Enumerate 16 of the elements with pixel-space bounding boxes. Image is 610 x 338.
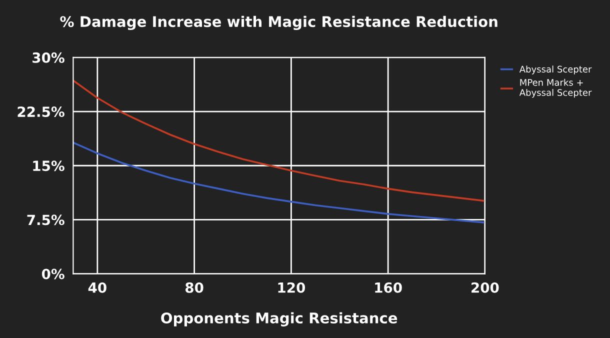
y-tick-label: 30% (32, 52, 64, 63)
x-tick-label: 80 (185, 282, 204, 293)
y-tick-label: 7.5% (27, 214, 64, 226)
line-series (73, 80, 485, 202)
x-tick-label: 120 (278, 282, 306, 293)
y-tick-label: 15% (33, 160, 64, 172)
x-axis-title: Opponents Magic Resistance (161, 312, 398, 326)
y-tick-label: 22.5% (18, 106, 64, 118)
x-tick-label: 40 (88, 282, 106, 293)
legend-label: MPen Marks + Abyssal Scepter (519, 78, 592, 98)
chart-title: % Damage Increase with Magic Resistance Reduction (60, 16, 498, 30)
x-tick-label: 160 (375, 282, 402, 293)
x-tick-label: 200 (472, 282, 499, 293)
line-series (73, 142, 485, 224)
legend-label: Abyssal Scepter (519, 66, 592, 74)
y-tick-label: 0% (42, 268, 64, 280)
